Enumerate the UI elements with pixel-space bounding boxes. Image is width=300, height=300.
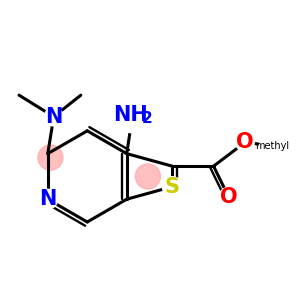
Circle shape [38, 189, 58, 209]
Circle shape [115, 97, 151, 133]
Text: N: N [39, 189, 56, 209]
Circle shape [38, 145, 63, 170]
Circle shape [44, 107, 63, 126]
Text: NH: NH [112, 105, 147, 125]
Text: S: S [165, 177, 180, 197]
Text: 2: 2 [142, 111, 153, 126]
Circle shape [135, 164, 161, 189]
Circle shape [260, 133, 285, 158]
Text: O: O [236, 132, 254, 152]
Text: methyl: methyl [255, 141, 289, 151]
Circle shape [219, 187, 238, 206]
Circle shape [162, 177, 182, 196]
Text: N: N [45, 106, 62, 127]
Text: O: O [220, 187, 237, 206]
Circle shape [236, 133, 254, 152]
